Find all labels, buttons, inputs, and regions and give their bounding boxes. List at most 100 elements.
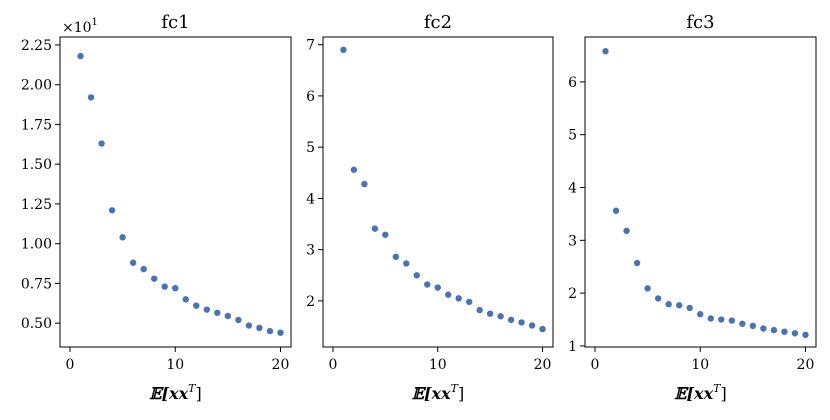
y-axis-multiplier-exponent: 1 — [92, 17, 98, 28]
data-point — [256, 324, 263, 332]
x-tick-label: 0 — [591, 357, 600, 373]
y-tick-label: 0.75 — [21, 276, 52, 292]
y-tick-label: 7 — [306, 38, 315, 54]
data-point — [749, 322, 757, 330]
plot-frame — [59, 36, 292, 348]
x-tick-label: 10 — [166, 357, 184, 373]
subplot-1: fc1 0 10 20 0.50 0.75 1.00 1.25 1.50 1.75 2.00 2.25… — [21, 12, 292, 403]
data-point — [224, 312, 232, 320]
data-point — [739, 320, 746, 327]
y-tick-label: 2.25 — [21, 38, 52, 54]
x-axis-label-main: 𝔼[xx — [412, 384, 451, 403]
data-point — [424, 281, 431, 288]
data-point — [403, 260, 410, 267]
data-point — [350, 166, 358, 173]
data-point — [697, 311, 704, 318]
data-point — [770, 326, 778, 334]
y-axis-multiplier: ×101 — [62, 17, 98, 36]
y-tick-label: 2 — [568, 286, 577, 302]
x-axis-label-close: ] — [720, 384, 726, 403]
data-point — [203, 306, 211, 313]
data-point — [235, 316, 242, 324]
data-point — [340, 46, 347, 54]
x-axis-label-close: ] — [195, 384, 201, 403]
y-tick-label: 0.50 — [21, 316, 52, 332]
chart-title: fc1 — [161, 12, 189, 33]
chart-title: fc3 — [686, 12, 714, 33]
data-point — [382, 231, 389, 238]
x-tick-label: 20 — [534, 357, 552, 373]
x-axis-label: 𝔼[xxT] — [412, 382, 464, 403]
x-axis-label-superscript: T — [451, 382, 460, 395]
data-point — [193, 302, 200, 309]
y-tick-label: 4 — [568, 181, 577, 197]
data-point — [539, 325, 546, 333]
data-point — [161, 283, 168, 290]
data-point — [371, 225, 379, 232]
y-tick-label: 3 — [306, 243, 315, 259]
data-point — [119, 234, 126, 241]
x-axis-label-main: 𝔼[xx — [674, 384, 713, 403]
data-point — [455, 295, 462, 302]
data-point — [98, 140, 105, 147]
data-point — [277, 329, 284, 336]
data-point — [476, 306, 483, 314]
x-tick-label: 10 — [429, 357, 447, 373]
data-point — [507, 316, 515, 324]
x-tick-label: 20 — [272, 357, 290, 373]
data-point — [497, 313, 504, 320]
plot-frame — [322, 36, 554, 348]
data-point — [633, 259, 641, 267]
y-tick-label: 5 — [568, 128, 577, 144]
data-point — [245, 322, 253, 329]
y-tick-label: 2 — [306, 294, 315, 310]
data-point — [266, 327, 274, 335]
data-point — [760, 325, 767, 332]
y-tick-label: 6 — [306, 89, 315, 105]
x-tick-label: 0 — [66, 357, 75, 373]
data-point — [623, 227, 630, 235]
subplot-2: fc2 0 10 20 2 3 4 5 6 7 𝔼[xxT] — [306, 12, 554, 403]
data-point — [87, 94, 95, 101]
data-point — [686, 304, 693, 312]
data-point — [728, 317, 736, 324]
data-point — [150, 275, 158, 282]
data-point — [528, 322, 536, 329]
y-tick-label: 1.50 — [21, 157, 52, 173]
data-point — [445, 291, 452, 298]
data-point — [182, 296, 189, 303]
y-tick-label: 1 — [568, 339, 577, 355]
data-point — [518, 319, 525, 326]
data-point — [413, 272, 420, 279]
data-point — [214, 309, 221, 317]
data-point — [612, 207, 620, 214]
data-point — [140, 265, 147, 273]
x-tick-label: 10 — [691, 357, 709, 373]
data-point — [644, 285, 651, 292]
y-tick-label: 6 — [568, 75, 577, 91]
y-tick-label: 1.75 — [21, 117, 52, 133]
data-point — [707, 315, 714, 322]
data-point — [465, 298, 473, 306]
data-point — [791, 330, 799, 337]
data-point — [675, 302, 683, 309]
x-axis-label: 𝔼[xxT] — [149, 382, 201, 403]
data-point — [129, 259, 137, 266]
x-axis-label-superscript: T — [188, 382, 197, 395]
y-axis-multiplier-base: ×10 — [62, 20, 92, 36]
y-tick-label: 1.00 — [21, 237, 52, 253]
x-axis-label-close: ] — [458, 384, 464, 403]
x-tick-label: 20 — [797, 357, 815, 373]
data-point — [802, 331, 809, 339]
data-point — [718, 316, 725, 323]
y-tick-label: 5 — [306, 140, 315, 156]
chart-title: fc2 — [424, 12, 452, 33]
data-point — [486, 310, 494, 317]
y-tick-label: 4 — [306, 191, 315, 207]
data-point — [392, 253, 400, 261]
data-point — [602, 48, 609, 55]
plot-frame — [584, 36, 817, 348]
x-axis-label-main: 𝔼[xx — [149, 384, 188, 403]
x-tick-label: 0 — [328, 357, 337, 373]
